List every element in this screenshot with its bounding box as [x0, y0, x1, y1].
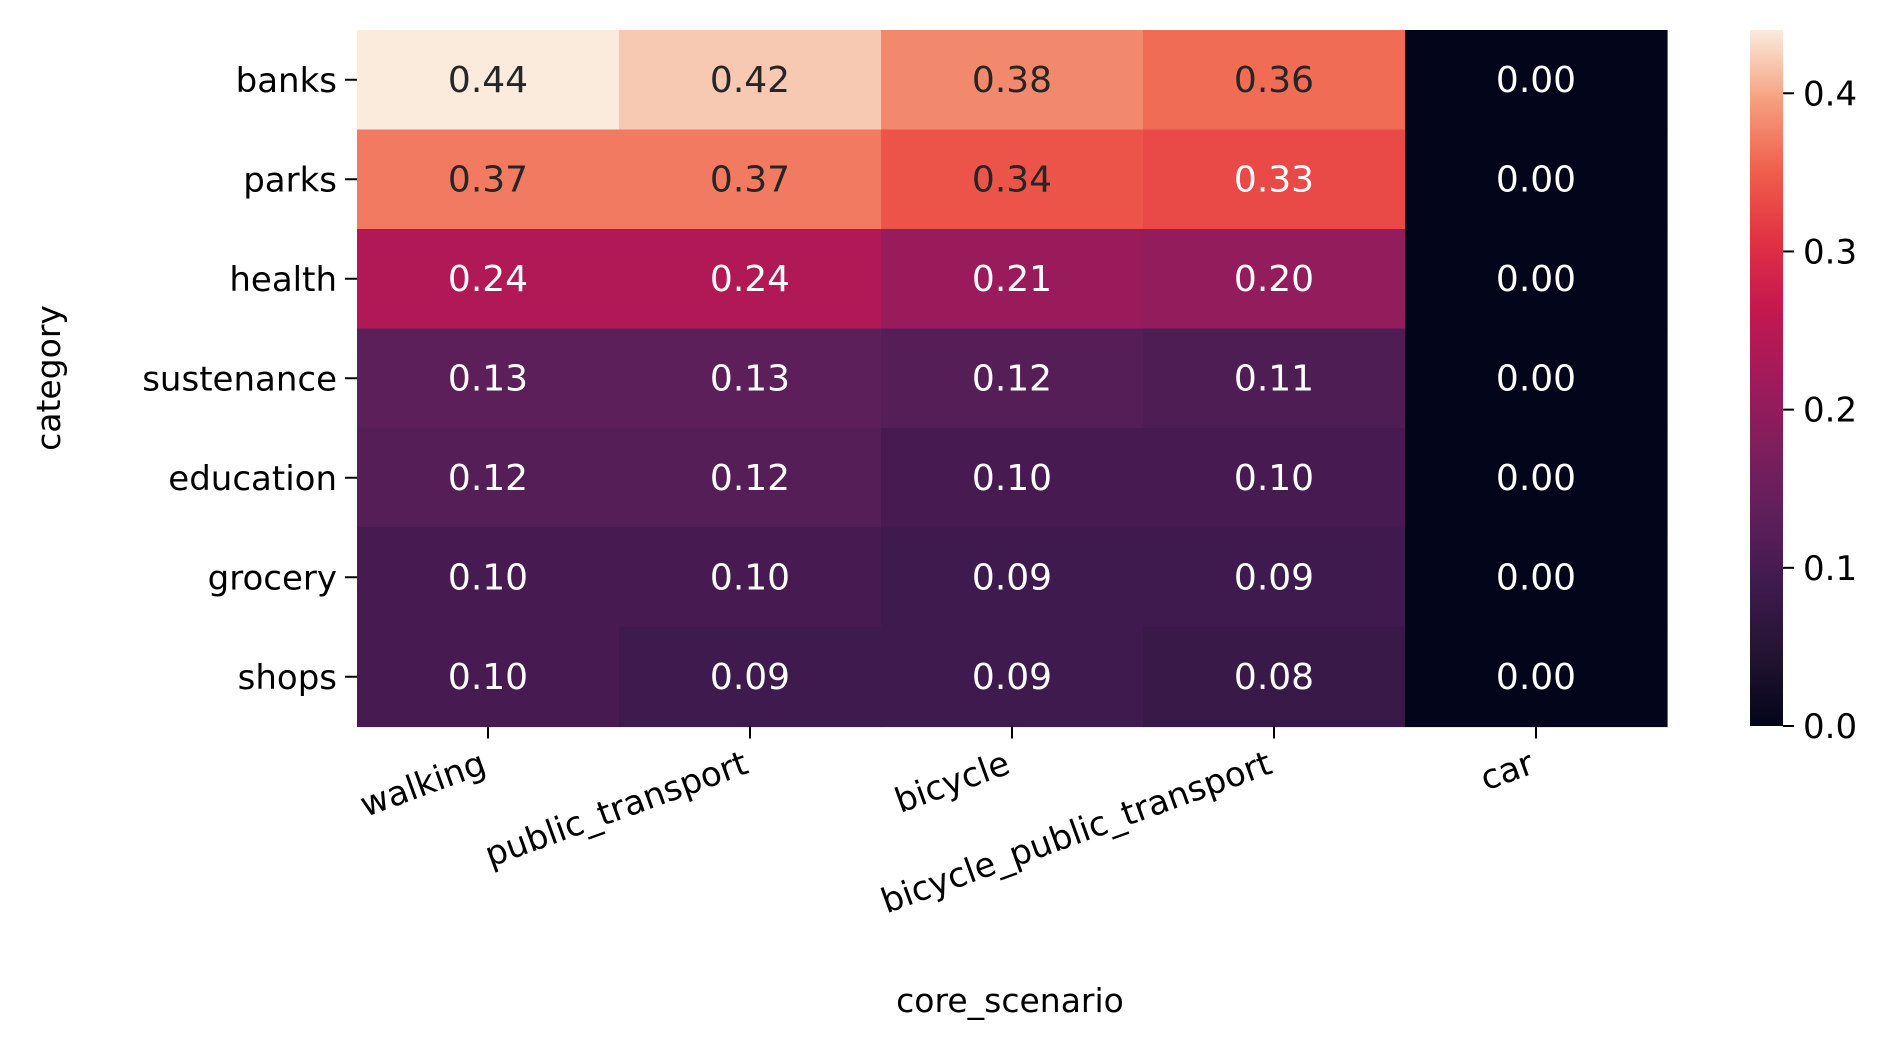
cell-value-label: 0.00 [1496, 159, 1576, 200]
cell-value-label: 0.12 [972, 358, 1052, 399]
cell-value-label: 0.00 [1496, 259, 1576, 300]
x-tick-label: bicycle [890, 743, 1015, 821]
cell-value-label: 0.38 [972, 60, 1052, 101]
heatmap-cell [1143, 527, 1406, 628]
heatmap-cell [357, 328, 620, 429]
cell-value-label: 0.09 [1234, 557, 1314, 598]
heatmap-cell [881, 30, 1144, 131]
cell-value-label: 0.10 [710, 557, 790, 598]
y-tick-label: education [168, 459, 337, 499]
heatmap-cell [357, 129, 620, 230]
cell-value-label: 0.00 [1496, 657, 1576, 698]
colorbar-gradient [1750, 30, 1783, 726]
cell-value-label: 0.09 [972, 657, 1052, 698]
x-tick-label: car [1475, 743, 1539, 799]
heatmap-cell [1143, 30, 1406, 131]
cell-value-label: 0.13 [448, 358, 528, 399]
cell-value-label: 0.10 [1234, 458, 1314, 499]
cell-value-label: 0.00 [1496, 358, 1576, 399]
colorbar-tick-label: 0.2 [1803, 391, 1857, 431]
colorbar-ticks: 0.0 0.1 0.2 0.3 0.4 [1783, 74, 1857, 747]
cell-value-label: 0.11 [1234, 358, 1314, 399]
y-tick-label: grocery [208, 558, 337, 598]
cell-value-label: 0.36 [1234, 60, 1314, 101]
cell-value-labels: 0.44 0.42 0.38 0.36 0.00 0.37 0.37 0.34 0.33 0.00… [448, 60, 1576, 698]
cell-value-label: 0.37 [448, 159, 528, 200]
cell-value-label: 0.24 [710, 259, 790, 300]
heatmap-cell [619, 428, 882, 529]
cell-value-label: 0.09 [710, 657, 790, 698]
heatmap-cell [619, 627, 882, 728]
heatmap-cell [1405, 229, 1668, 330]
cell-value-label: 0.10 [448, 657, 528, 698]
cell-value-label: 0.12 [448, 458, 528, 499]
heatmap-cell [357, 527, 620, 628]
x-tick-label: walking [355, 743, 491, 825]
heatmap-cell [619, 527, 882, 628]
heatmap-cell [1405, 428, 1668, 529]
cell-value-label: 0.34 [972, 159, 1052, 200]
cell-value-label: 0.09 [972, 557, 1052, 598]
cell-value-label: 0.44 [448, 60, 528, 101]
heatmap-cell [881, 229, 1144, 330]
heatmap-cell [881, 527, 1144, 628]
heatmap-cell [881, 328, 1144, 429]
y-tick-label: banks [236, 61, 337, 101]
y-tick-label: sustenance [142, 359, 337, 399]
cell-value-label: 0.13 [710, 358, 790, 399]
heatmap-cell [1405, 627, 1668, 728]
x-tick-label: public_transport [480, 743, 753, 875]
colorbar [1750, 30, 1783, 726]
heatmap-cell [881, 627, 1144, 728]
cell-value-label: 0.33 [1234, 159, 1314, 200]
heatmap-cell [619, 129, 882, 230]
cell-value-label: 0.00 [1496, 557, 1576, 598]
cell-value-label: 0.10 [448, 557, 528, 598]
heatmap-cell [357, 627, 620, 728]
heatmap-cell [1405, 527, 1668, 628]
colorbar-tick-label: 0.0 [1803, 707, 1857, 747]
y-axis: banks parks health sustenance education groce… [142, 61, 357, 698]
cell-value-label: 0.42 [710, 60, 790, 101]
cell-value-label: 0.00 [1496, 60, 1576, 101]
heatmap-cell [1143, 627, 1406, 728]
cell-value-label: 0.20 [1234, 259, 1314, 300]
cell-value-label: 0.21 [972, 259, 1052, 300]
cell-value-label: 0.12 [710, 458, 790, 499]
colorbar-tick-label: 0.4 [1803, 74, 1857, 114]
x-axis-title: core_scenario [896, 981, 1124, 1020]
heatmap-cell [1143, 129, 1406, 230]
colorbar-tick-label: 0.3 [1803, 232, 1857, 272]
heatmap-cell [357, 30, 620, 131]
cell-value-label: 0.00 [1496, 458, 1576, 499]
heatmap-cell [357, 229, 620, 330]
y-axis-title: category [29, 305, 68, 451]
heatmap-cell [881, 428, 1144, 529]
cell-value-label: 0.08 [1234, 657, 1314, 698]
heatmap-cell [1143, 428, 1406, 529]
heatmap-cell [881, 129, 1144, 230]
heatmap-cells [357, 30, 1668, 728]
heatmap-cell [619, 30, 882, 131]
y-tick-label: parks [243, 160, 337, 200]
heatmap-cell [619, 229, 882, 330]
cell-value-label: 0.37 [710, 159, 790, 200]
y-tick-label: shops [238, 658, 337, 698]
cell-value-label: 0.10 [972, 458, 1052, 499]
cell-value-label: 0.24 [448, 259, 528, 300]
heatmap-cell [1405, 30, 1668, 131]
heatmap-cell [1405, 129, 1668, 230]
heatmap-cell [1143, 229, 1406, 330]
heatmap-cell [1405, 328, 1668, 429]
colorbar-tick-label: 0.1 [1803, 549, 1857, 589]
y-tick-label: health [229, 260, 337, 300]
heatmap-cell [619, 328, 882, 429]
heatmap-cell [1143, 328, 1406, 429]
heatmap-cell [357, 428, 620, 529]
